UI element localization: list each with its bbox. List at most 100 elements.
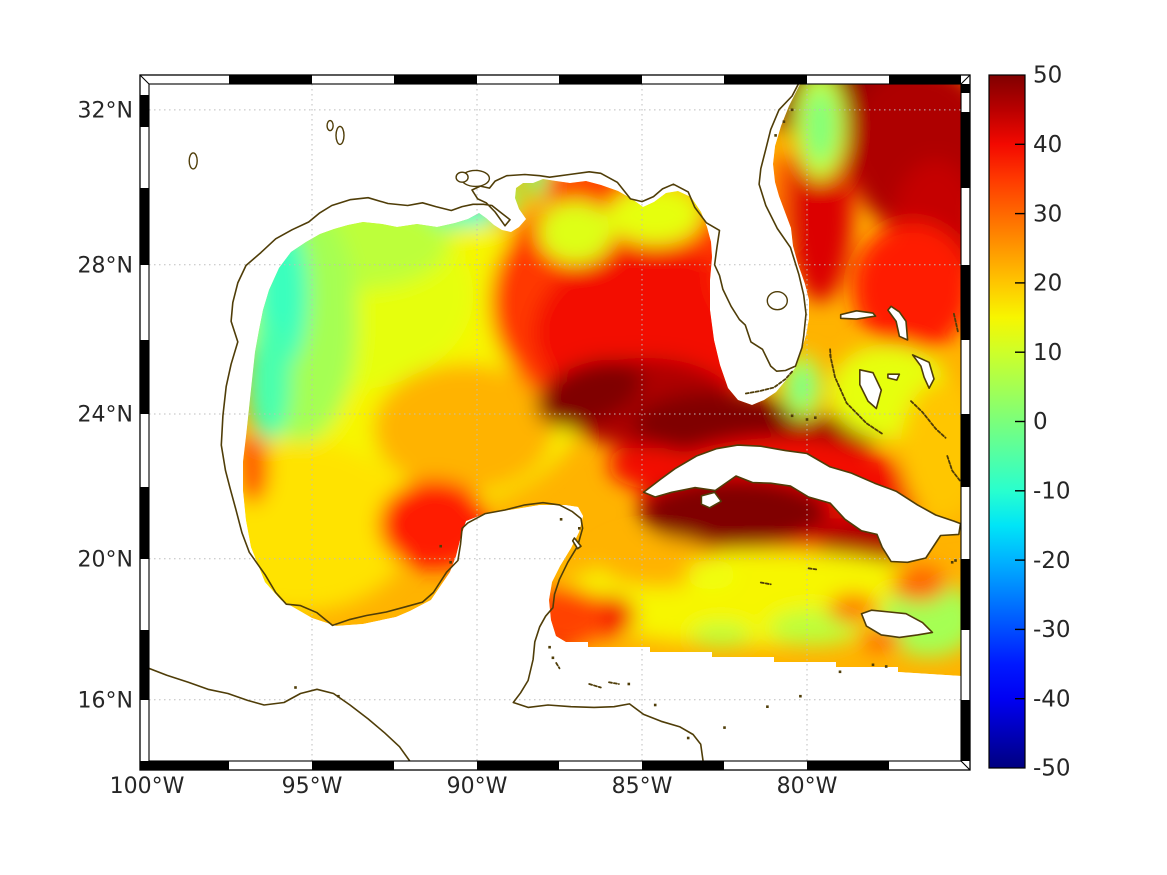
field-sample-blob bbox=[373, 363, 554, 494]
colorbar-tick-label: 40 bbox=[1033, 132, 1062, 158]
field-sample-blob bbox=[487, 181, 520, 218]
field-sample-blob bbox=[607, 185, 704, 246]
lat-tick-label: 16°N bbox=[78, 688, 133, 713]
field-sample-blob bbox=[852, 222, 961, 353]
small-island-speck bbox=[766, 705, 769, 708]
lon-tick-label: 100°W bbox=[110, 774, 185, 799]
small-island-speck bbox=[790, 414, 794, 418]
small-island-speck bbox=[294, 686, 297, 689]
field-sample-blob bbox=[536, 359, 642, 428]
small-island-speck bbox=[790, 108, 794, 112]
lake-outline bbox=[326, 119, 334, 132]
island-new-providence bbox=[887, 373, 901, 381]
colorbar-tick-label: 10 bbox=[1033, 340, 1062, 366]
island-jamaica bbox=[860, 609, 934, 639]
small-island-speck bbox=[548, 645, 551, 649]
border-corner-bevel bbox=[139, 760, 150, 771]
islet-chain bbox=[743, 370, 793, 395]
border-corner-bevel bbox=[960, 74, 971, 85]
small-island-speck bbox=[814, 416, 817, 419]
island-grand-bahama bbox=[839, 310, 877, 320]
lat-tick-label: 28°N bbox=[78, 254, 133, 279]
colorbar-tick-label: -20 bbox=[1033, 548, 1071, 574]
map-border-frame bbox=[139, 74, 971, 771]
islet-chain bbox=[829, 354, 884, 436]
islet-chain bbox=[555, 662, 561, 670]
colorbar-tick-label: 50 bbox=[1033, 63, 1062, 89]
small-island-speck bbox=[723, 726, 726, 729]
field-sample-blob bbox=[805, 87, 836, 164]
small-island-speck bbox=[871, 663, 875, 667]
islet-chain bbox=[608, 681, 620, 685]
lat-tick-label: 20°N bbox=[78, 547, 133, 572]
island-juventud bbox=[700, 491, 722, 509]
lon-tick-label: 95°W bbox=[282, 774, 343, 799]
field-sample-blob bbox=[526, 587, 607, 648]
small-island-speck bbox=[337, 694, 340, 698]
colorbar-tick-label: -40 bbox=[1033, 686, 1071, 712]
small-island-speck bbox=[653, 703, 657, 707]
island-abaco bbox=[887, 305, 909, 341]
islet-chain bbox=[953, 312, 959, 334]
colorbar-tick-label: -10 bbox=[1033, 479, 1071, 505]
field-sample-blob bbox=[891, 565, 948, 602]
lake-outline bbox=[335, 125, 345, 146]
small-island-speck bbox=[782, 120, 786, 123]
small-island-speck bbox=[805, 418, 809, 421]
graticule-grid bbox=[149, 84, 961, 761]
colorbar: 50 40 30 20 10 0 -10 -20 -30 -40 -50 bbox=[988, 63, 1071, 782]
axis-labels: 32°N 28°N 24°N 20°N 16°N 100°W 95°W 90°W 85°W 80°… bbox=[78, 99, 838, 800]
island-eleuthera bbox=[911, 354, 935, 389]
small-island-speck bbox=[578, 527, 581, 530]
field-sample-blob bbox=[900, 380, 961, 521]
islet-chain bbox=[946, 455, 961, 483]
field-sample-blob bbox=[686, 559, 737, 590]
field-sample-blob bbox=[243, 441, 414, 612]
border-corner-bevel bbox=[960, 760, 971, 771]
field-sample-blob bbox=[791, 366, 813, 407]
small-island-speck bbox=[627, 682, 631, 686]
coastlines bbox=[149, 84, 961, 761]
small-island-speck bbox=[954, 559, 957, 562]
field-sample-blob bbox=[247, 320, 292, 441]
field-sample-blob bbox=[379, 479, 490, 570]
islet-chain bbox=[588, 683, 602, 689]
small-island-speck bbox=[884, 665, 888, 668]
small-island-speck bbox=[838, 670, 842, 674]
heatmap-field bbox=[243, 84, 961, 676]
islet-chain bbox=[910, 400, 947, 439]
field-sample-blob bbox=[691, 622, 752, 647]
islet-chain bbox=[759, 581, 772, 586]
colorbar-tick-label: -50 bbox=[1033, 756, 1071, 782]
coastline-pacific-mexico bbox=[149, 667, 411, 761]
field-sample-blob bbox=[881, 581, 961, 657]
lon-tick-label: 85°W bbox=[612, 774, 673, 799]
small-island-speck bbox=[449, 561, 452, 564]
island-andros bbox=[859, 369, 883, 410]
small-island-speck bbox=[950, 561, 954, 564]
colorbar-tick-label: 0 bbox=[1033, 409, 1048, 435]
field-sample-blob bbox=[639, 477, 830, 548]
field-sample-blob bbox=[538, 200, 614, 265]
small-island-speck bbox=[551, 656, 555, 660]
small-island-speck bbox=[799, 694, 802, 698]
island-cuba bbox=[642, 444, 961, 564]
small-island-speck bbox=[559, 518, 563, 521]
border-corner-bevel bbox=[139, 74, 150, 85]
colorbar-tick-label: 30 bbox=[1033, 201, 1062, 227]
small-island-speck bbox=[686, 736, 690, 740]
lon-tick-label: 80°W bbox=[777, 774, 838, 799]
lat-tick-label: 24°N bbox=[78, 403, 133, 428]
lat-tick-label: 32°N bbox=[78, 99, 133, 124]
small-island-speck bbox=[439, 544, 442, 548]
coastline-gulf-mainland bbox=[220, 84, 807, 761]
small-island-speck bbox=[774, 134, 777, 137]
lon-tick-label: 90°W bbox=[447, 774, 508, 799]
colorbar-tick-label: 20 bbox=[1033, 271, 1062, 297]
field-sample-blob bbox=[243, 433, 269, 504]
island-cozumel bbox=[571, 537, 582, 550]
islet-chain bbox=[807, 567, 818, 571]
lake-outline bbox=[455, 171, 469, 183]
